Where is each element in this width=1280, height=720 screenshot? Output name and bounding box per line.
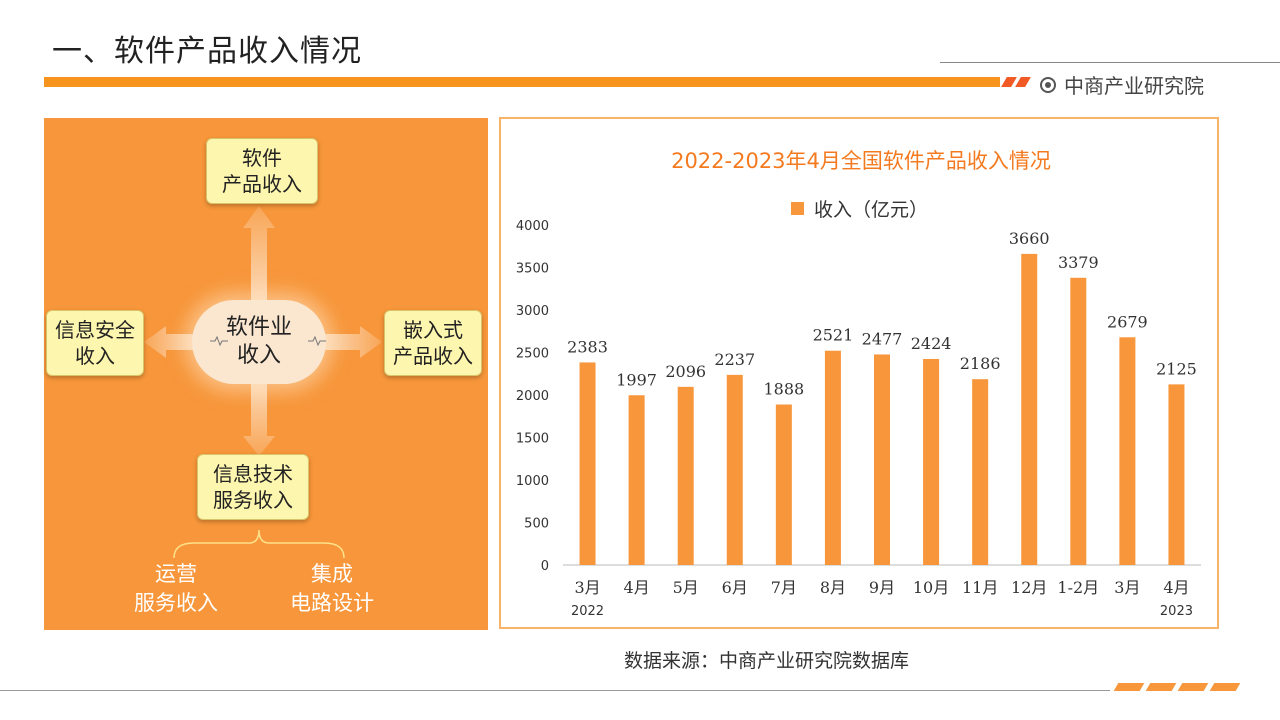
bar <box>1070 277 1087 565</box>
x-tick-label: 12月 <box>1011 578 1047 597</box>
y-tick-label: 4000 <box>516 219 549 234</box>
arrow-up <box>243 206 275 304</box>
y-tick-label: 2000 <box>516 389 549 404</box>
center-node-software-industry-revenue: 软件业 收入 <box>192 300 326 384</box>
data-label: 1888 <box>763 380 804 399</box>
pulse-icon <box>210 336 228 346</box>
bar <box>972 379 989 565</box>
x-tick-label: 7月 <box>771 578 797 597</box>
page-title: 一、软件产品收入情况 <box>52 34 362 69</box>
footer-stripe <box>1145 683 1177 691</box>
x-tick-label: 4月 <box>624 578 650 597</box>
revenue-structure-diagram: 软件 产品收入 信息安全 收入 嵌入式 产品收入 信息技术 服务收入 软件业 收… <box>44 118 488 630</box>
pulse-icon <box>308 336 326 346</box>
bar <box>775 404 792 565</box>
legend-label: 收入（亿元） <box>814 199 929 221</box>
box-embedded-product-revenue: 嵌入式 产品收入 <box>384 310 482 376</box>
bar <box>1168 384 1185 565</box>
bar <box>677 386 694 565</box>
chart-panel: 2022-2023年4月全国软件产品收入情况 收入（亿元） 0 500 1000 15… <box>499 117 1219 629</box>
footer-stripe <box>1177 683 1209 691</box>
x-tick-label: 10月 <box>913 578 949 597</box>
y-tick-label: 0 <box>541 559 549 574</box>
year-label: 2022 <box>571 604 604 619</box>
chart-legend: 收入（亿元） <box>791 195 928 222</box>
footer-divider <box>0 690 1110 691</box>
box-software-product-revenue: 软件 产品收入 <box>206 138 318 204</box>
data-label: 1997 <box>616 370 657 389</box>
data-label: 2383 <box>567 337 608 356</box>
arrow-right <box>322 326 382 358</box>
footer-stripe <box>1113 683 1145 691</box>
bar <box>824 350 841 565</box>
x-tick-label: 9月 <box>869 578 895 597</box>
bar <box>874 354 890 565</box>
bar <box>1119 337 1136 565</box>
diagram-arrows <box>144 206 382 559</box>
data-label: 2521 <box>813 326 854 345</box>
arrow-left <box>144 326 196 358</box>
box-it-service-revenue: 信息技术 服务收入 <box>197 454 309 520</box>
x-tick-label: 11月 <box>962 578 998 597</box>
x-tick-label: 3月 <box>574 578 600 597</box>
bar <box>628 395 645 565</box>
header-divider <box>940 62 1280 63</box>
header-stripe <box>1015 77 1031 87</box>
y-tick-label: 1500 <box>516 432 549 447</box>
brand-name: 中商产业研究院 <box>1064 74 1204 98</box>
bar <box>1021 253 1038 565</box>
data-label: 2679 <box>1107 312 1148 331</box>
data-label: 2237 <box>714 350 755 369</box>
x-tick-label: 8月 <box>820 578 846 597</box>
y-tick-label: 2500 <box>516 347 549 362</box>
arrow-down <box>243 380 275 456</box>
x-tick-label: 4月 <box>1163 578 1189 597</box>
box-info-security-revenue: 信息安全 收入 <box>46 310 144 376</box>
data-label: 3379 <box>1058 253 1099 272</box>
data-source: 数据来源：中商产业研究院数据库 <box>624 650 910 672</box>
bar-chart: 0 500 1000 1500 2000 2500 3000 3500 4000 2383 3月 19… <box>516 219 1201 619</box>
title-underline-bar <box>44 77 1000 87</box>
data-label: 2096 <box>665 362 706 381</box>
y-tick-label: 1000 <box>516 474 549 489</box>
chart-title: 2022-2023年4月全国软件产品收入情况 <box>671 149 1051 173</box>
brand-logo: 中商产业研究院 <box>1040 70 1204 99</box>
data-label: 2125 <box>1156 359 1197 378</box>
x-tick-label: 5月 <box>673 578 699 597</box>
target-icon <box>1040 76 1056 93</box>
data-label: 2477 <box>862 329 903 348</box>
y-tick-label: 3000 <box>516 304 549 319</box>
label-ic-design: 集成 电路设计 <box>290 562 374 615</box>
bar <box>923 358 940 565</box>
x-tick-label: 1-2月 <box>1057 578 1099 597</box>
year-label: 2023 <box>1160 604 1193 619</box>
label-operation-service-revenue: 运营 服务收入 <box>134 562 218 615</box>
bar <box>579 362 596 565</box>
data-label: 3660 <box>1009 229 1050 248</box>
bar <box>726 374 743 565</box>
legend-swatch <box>791 202 804 215</box>
data-label: 2186 <box>960 354 1001 373</box>
y-tick-label: 3500 <box>516 262 549 277</box>
x-tick-label: 6月 <box>722 578 748 597</box>
footer-stripe <box>1209 683 1241 691</box>
x-tick-label: 3月 <box>1114 578 1140 597</box>
brace-line <box>173 529 345 559</box>
y-tick-label: 500 <box>524 517 549 532</box>
data-label: 2424 <box>911 334 952 353</box>
